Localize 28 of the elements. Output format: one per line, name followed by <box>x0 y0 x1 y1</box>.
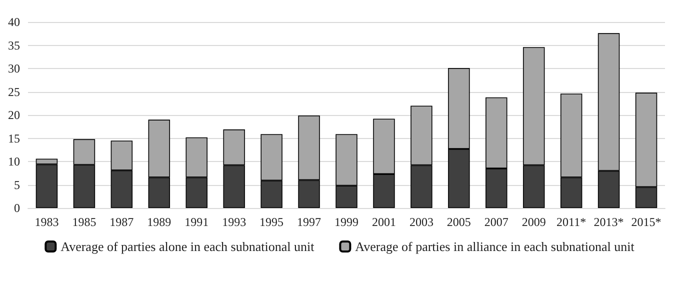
legend-label: Average of parties alone in each subnational unit <box>60 239 315 254</box>
x-tick-label: 1985 <box>72 215 96 229</box>
x-tick-label: 1987 <box>110 215 134 229</box>
x-tick-label: 2013* <box>594 215 624 229</box>
x-tick-label: 1997 <box>297 215 322 229</box>
x-tick-label: 2001 <box>372 215 396 229</box>
x-tick-label: 1993 <box>222 215 246 229</box>
y-tick-label: 5 <box>14 178 20 192</box>
y-tick-label: 0 <box>14 201 20 215</box>
x-tick-label: 2007 <box>484 215 508 229</box>
x-tick-label: 1999 <box>334 215 358 229</box>
y-tick-label: 35 <box>8 38 20 52</box>
x-tick-label: 1983 <box>34 215 59 229</box>
legend-label: Average of parties in alliance in each subnational unit <box>355 239 635 254</box>
y-tick-label: 10 <box>8 154 20 168</box>
y-tick-label: 15 <box>8 131 20 146</box>
x-tick-label: 1991 <box>184 215 209 229</box>
y-tick-label: 25 <box>8 84 20 99</box>
x-tick-label: 2003 <box>409 215 434 229</box>
y-tick-label: 20 <box>8 108 20 122</box>
x-tick-label: 2005 <box>446 215 471 229</box>
x-tick-label: 2011* <box>556 215 586 229</box>
x-tick-label: 2015* <box>631 215 662 229</box>
x-tick-label: 2009 <box>522 215 546 229</box>
x-tick-label: 1995 <box>260 215 284 229</box>
x-tick-label: 1989 <box>147 215 172 229</box>
y-tick-label: 40 <box>8 15 20 29</box>
y-tick-label: 30 <box>8 62 20 76</box>
